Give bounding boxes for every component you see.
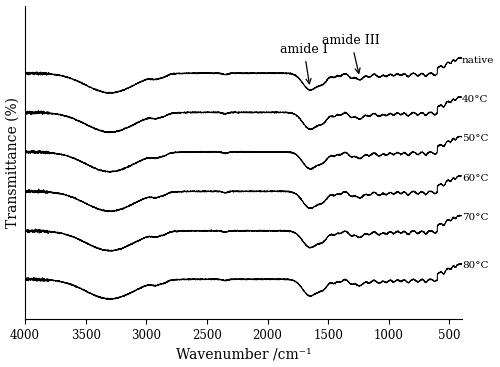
- Text: 50°C: 50°C: [462, 134, 488, 143]
- X-axis label: Wavenumber /cm⁻¹: Wavenumber /cm⁻¹: [176, 348, 311, 361]
- Text: 60°C: 60°C: [462, 174, 488, 183]
- Text: 70°C: 70°C: [462, 213, 488, 222]
- Text: amide III: amide III: [322, 34, 380, 73]
- Text: native: native: [462, 56, 494, 65]
- Text: amide I: amide I: [280, 43, 328, 84]
- Text: 40°C: 40°C: [462, 95, 488, 104]
- Y-axis label: Transmittance (%): Transmittance (%): [6, 97, 20, 228]
- Text: 80°C: 80°C: [462, 261, 488, 270]
